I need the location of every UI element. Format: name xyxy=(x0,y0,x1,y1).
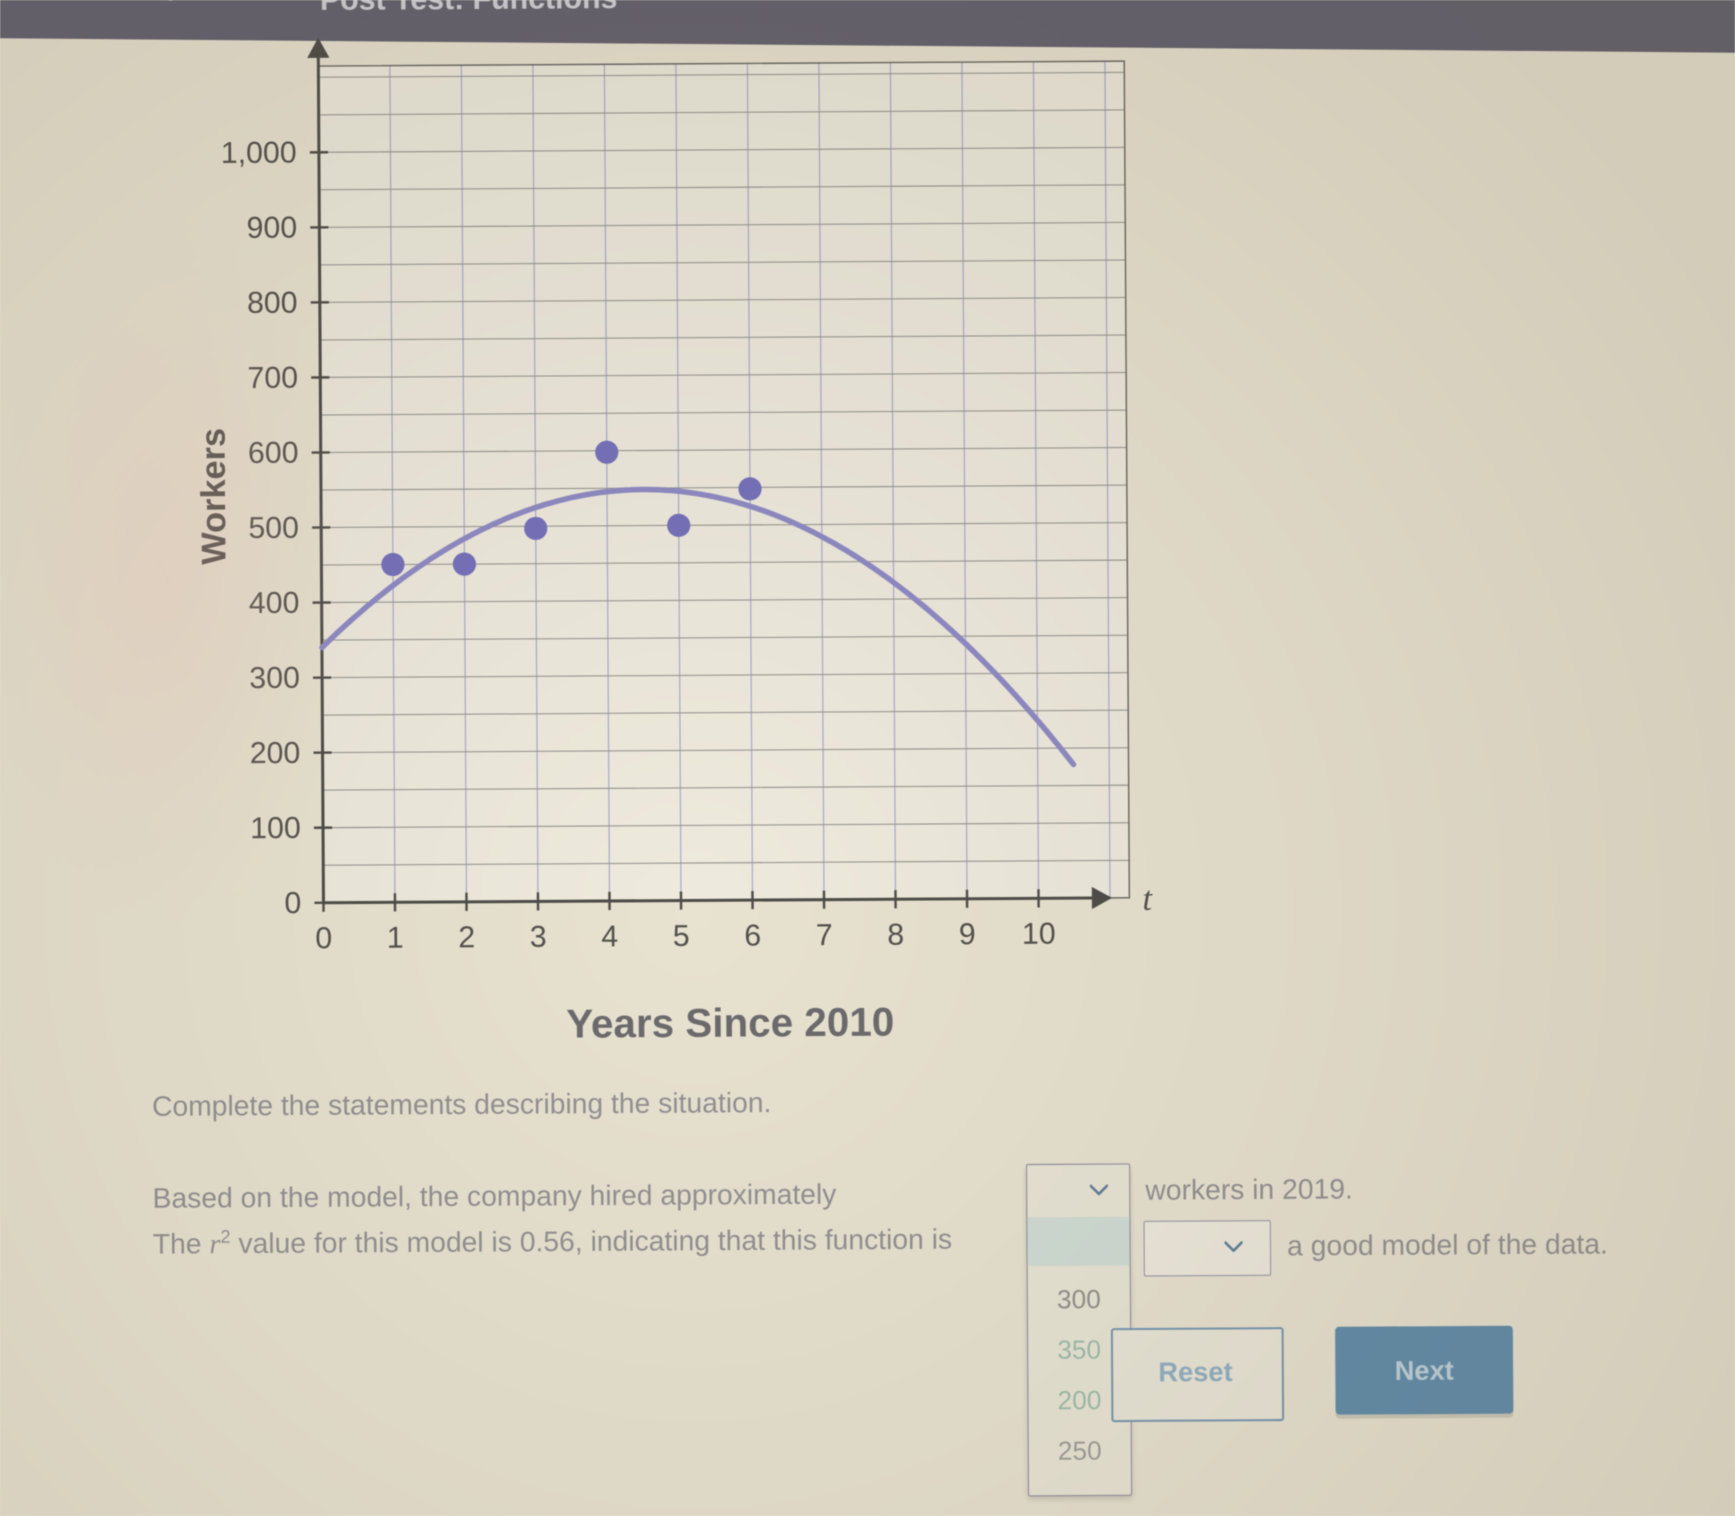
svg-text:900: 900 xyxy=(246,212,297,245)
svg-text:600: 600 xyxy=(248,437,299,470)
svg-text:300: 300 xyxy=(249,662,300,695)
svg-text:4: 4 xyxy=(601,920,618,953)
svg-text:200: 200 xyxy=(250,737,301,770)
svg-text:t: t xyxy=(1142,880,1153,918)
svg-text:1: 1 xyxy=(387,922,404,955)
svg-text:500: 500 xyxy=(248,512,299,545)
svg-text:8: 8 xyxy=(887,919,904,952)
svg-text:6: 6 xyxy=(744,920,761,953)
svg-text:0: 0 xyxy=(315,922,332,955)
svg-text:100: 100 xyxy=(250,812,301,845)
svg-text:7: 7 xyxy=(816,919,833,952)
svg-text:0: 0 xyxy=(284,887,301,920)
svg-text:9: 9 xyxy=(959,918,976,951)
svg-text:Workers: Workers xyxy=(195,428,234,565)
svg-text:800: 800 xyxy=(247,287,298,320)
svg-text:1,000: 1,000 xyxy=(221,137,297,170)
svg-text:5: 5 xyxy=(673,920,690,953)
svg-text:3: 3 xyxy=(530,921,547,954)
svg-text:700: 700 xyxy=(247,362,298,395)
svg-text:400: 400 xyxy=(249,587,300,620)
svg-text:2: 2 xyxy=(458,921,475,954)
svg-text:10: 10 xyxy=(1022,918,1056,951)
